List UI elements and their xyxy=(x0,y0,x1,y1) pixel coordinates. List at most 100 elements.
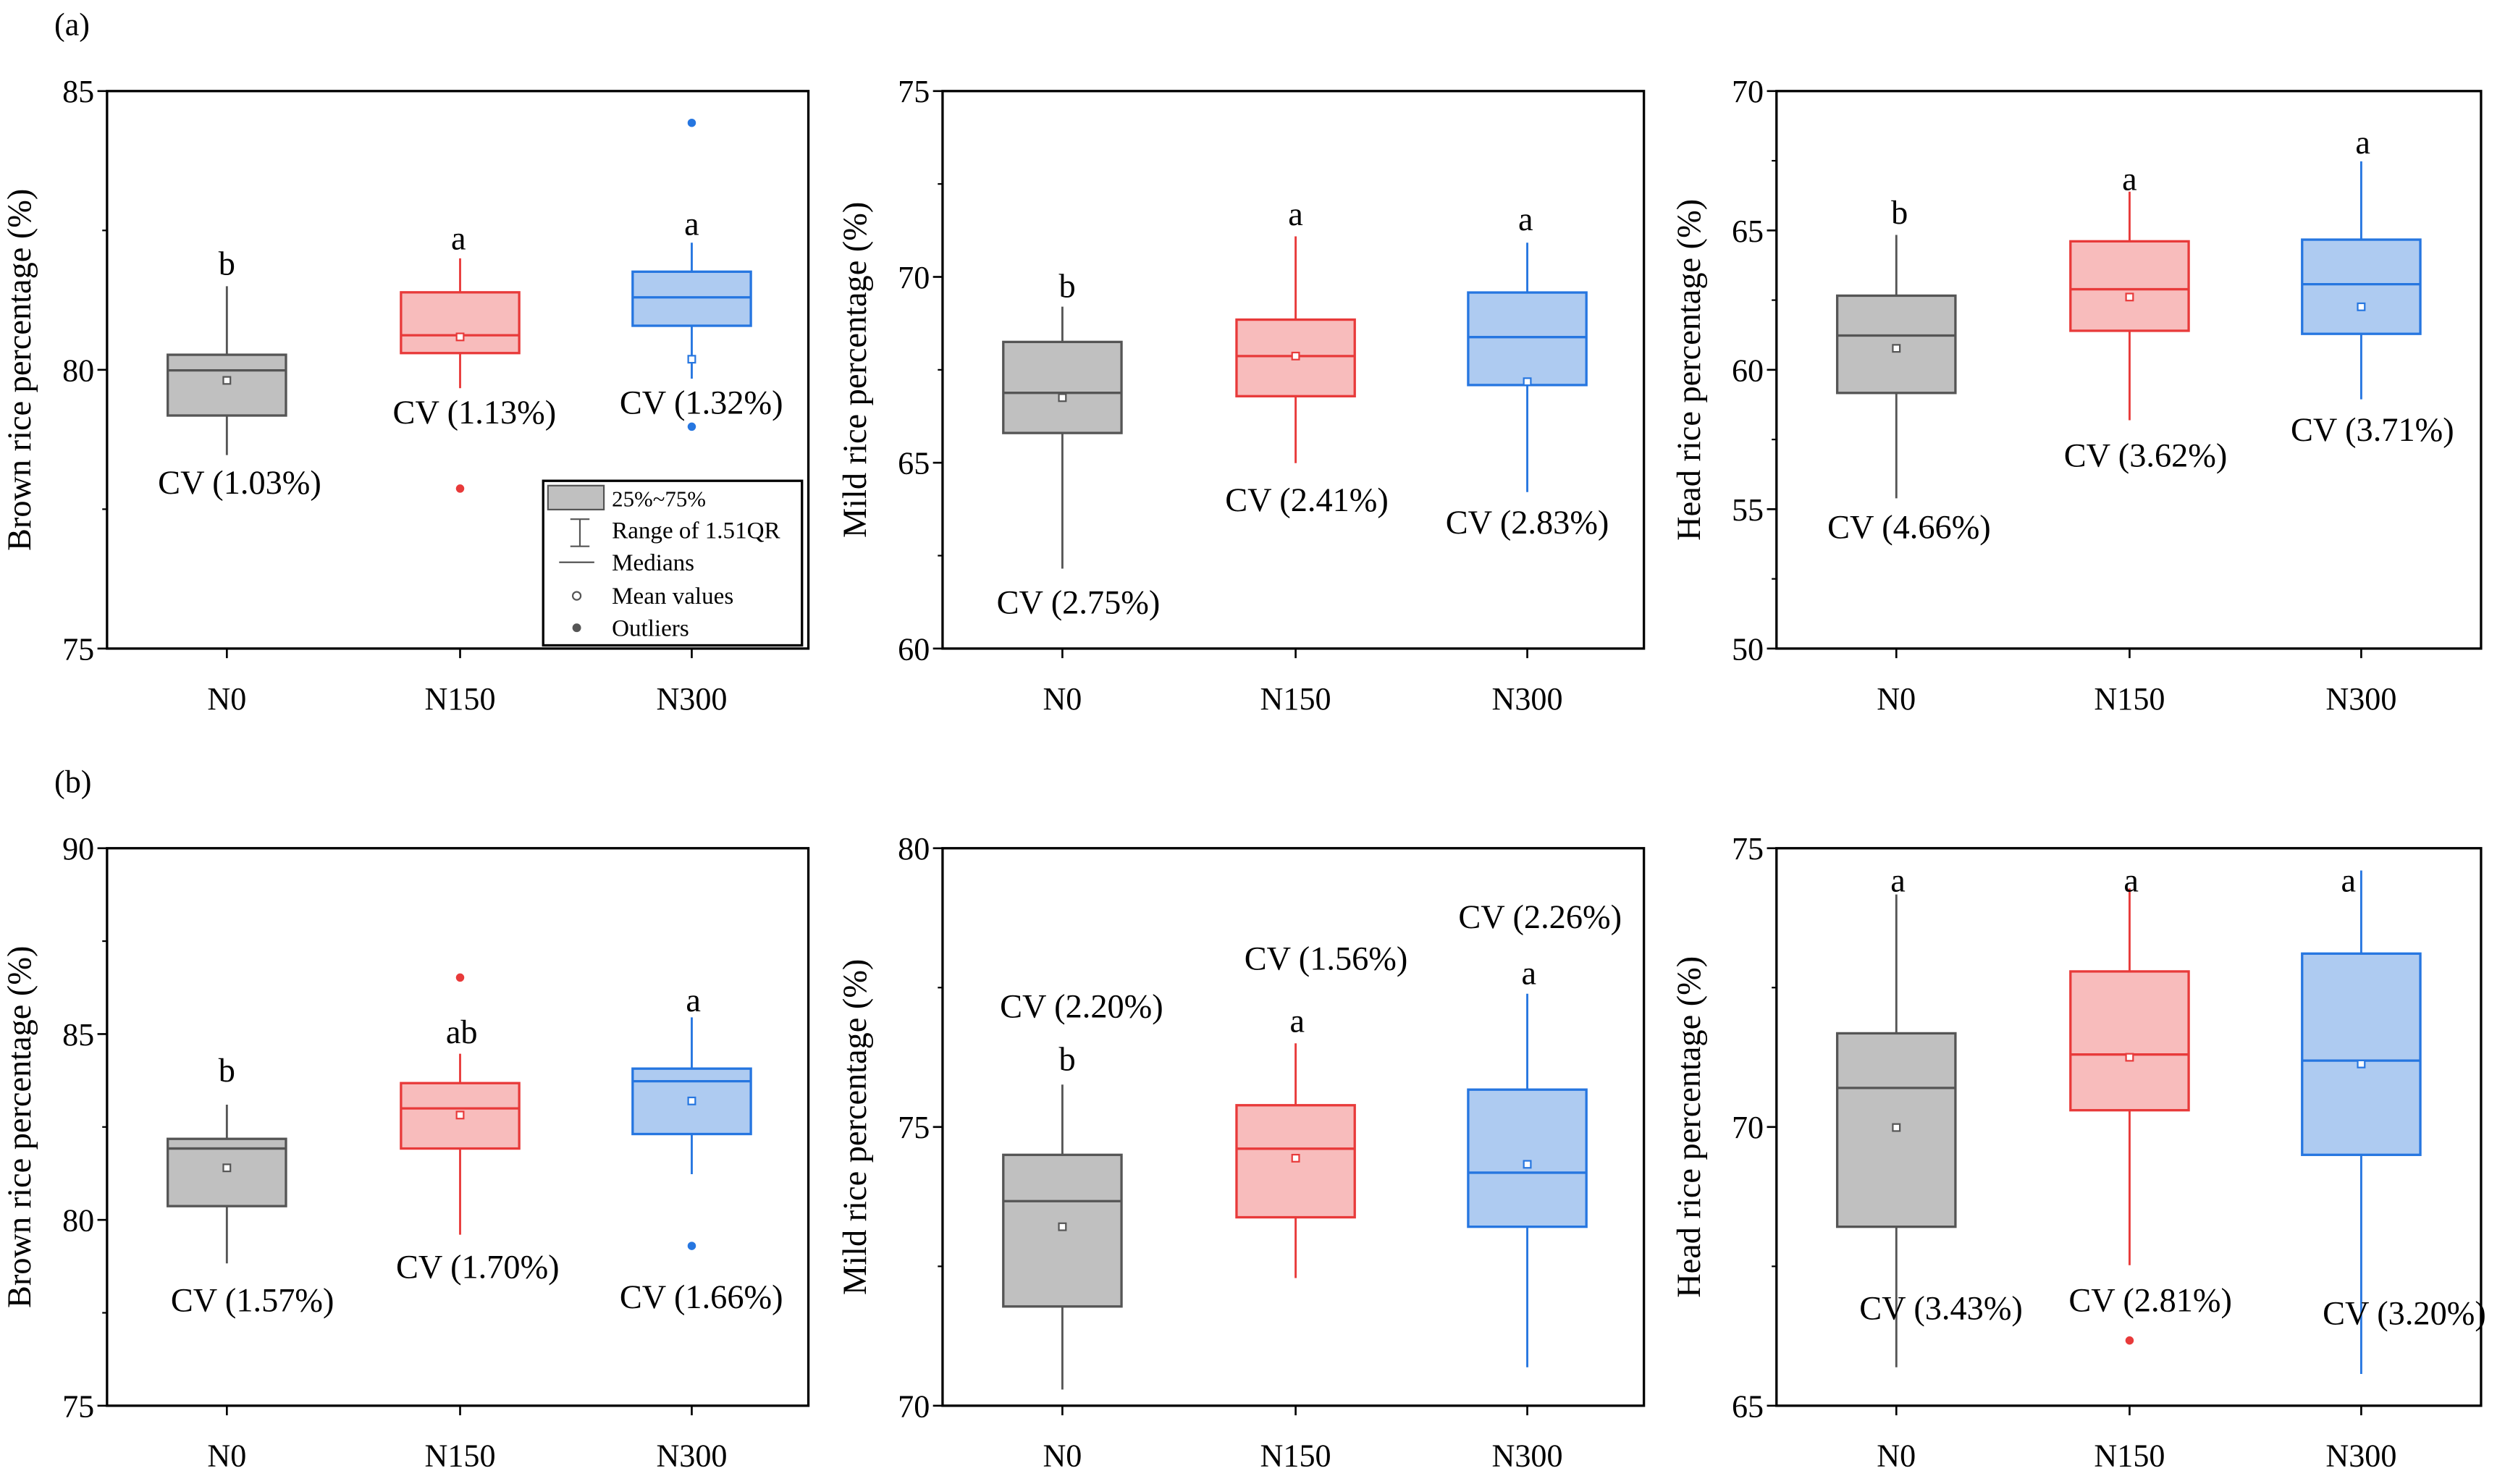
y-tick-label: 65 xyxy=(1732,214,1764,249)
x-tick-label: N0 xyxy=(1043,681,1082,717)
x-tick-label: N150 xyxy=(1260,1438,1331,1474)
panel-2: 60 65 70 75 Mild rice percentage (%) b CV (2.7… xyxy=(837,74,1646,717)
significance-letter: b xyxy=(1891,195,1908,232)
iqr-box xyxy=(631,270,752,327)
y-axis-label: Brown rice percentage (%) xyxy=(1,189,38,551)
legend-range-icon xyxy=(570,518,590,547)
box-N0: b CV (1.57%) xyxy=(167,1053,334,1320)
y-tick-label: 75 xyxy=(62,1388,94,1424)
significance-letter: a xyxy=(1521,955,1536,992)
box-N150: a CV (3.62%) xyxy=(2064,161,2228,475)
panel-6: 65 70 75 Head rice percentage (%) a CV (3.43%… xyxy=(1671,831,2486,1474)
plot-frame xyxy=(106,847,810,1407)
row-label-a: (a) xyxy=(54,7,90,43)
legend-outlier-icon xyxy=(572,623,581,633)
x-tick-label: N300 xyxy=(2325,681,2396,717)
mean-marker xyxy=(1291,351,1300,361)
y-tick-label: 75 xyxy=(898,1110,930,1145)
y-axis-label: Mild rice percentage (%) xyxy=(837,959,874,1295)
mean-marker xyxy=(2125,1053,2134,1062)
outlier-point xyxy=(687,118,696,127)
x-tick-label: N300 xyxy=(1492,681,1563,717)
outlier-point xyxy=(455,973,465,982)
x-tick-label: N150 xyxy=(424,681,495,717)
y-axis-label: Head rice percentage (%) xyxy=(1671,199,1708,541)
y-tick-label: 55 xyxy=(1732,492,1764,528)
significance-letter: a xyxy=(686,982,701,1019)
cv-label: CV (1.70%) xyxy=(396,1249,560,1286)
cv-label: CV (1.03%) xyxy=(158,465,321,502)
mean-marker xyxy=(1058,1222,1067,1231)
y-tick-label: 70 xyxy=(898,1388,930,1424)
mean-marker xyxy=(1291,1153,1300,1163)
y-tick-label: 60 xyxy=(898,631,930,667)
iqr-box xyxy=(167,1137,287,1207)
box-N150: a CV (2.81%) xyxy=(2068,862,2232,1345)
plot-frame xyxy=(941,847,1646,1407)
iqr-box xyxy=(1467,291,1588,387)
significance-letter: a xyxy=(1518,201,1533,238)
x-tick-label: N300 xyxy=(1492,1438,1563,1474)
x-tick-label: N150 xyxy=(424,1438,495,1474)
significance-letter: a xyxy=(1288,196,1303,233)
y-axis-label: Brown rice percentage (%) xyxy=(1,946,38,1308)
legend: 25%~75% Range of 1.51QR Medians Mean val… xyxy=(542,479,804,647)
mean-marker xyxy=(1058,393,1067,402)
significance-letter: a xyxy=(2123,862,2139,899)
x-tick-label: N0 xyxy=(207,1438,246,1474)
x-tick-label: N150 xyxy=(1260,681,1331,717)
cv-label: CV (3.43%) xyxy=(1859,1291,2023,1328)
cv-label: CV (2.81%) xyxy=(2068,1283,2232,1320)
significance-letter: a xyxy=(684,206,699,243)
y-tick-label: 50 xyxy=(1732,631,1764,667)
cv-label: CV (1.13%) xyxy=(393,395,557,431)
box-N300: a CV (1.66%) xyxy=(620,982,783,1316)
y-tick-label: 70 xyxy=(898,260,930,295)
box-N150: a CV (1.56%) xyxy=(1235,940,1408,1278)
iqr-box xyxy=(1002,340,1123,434)
y-tick-label: 80 xyxy=(62,1203,94,1239)
y-axis-label: Mild rice percentage (%) xyxy=(837,202,874,538)
panel-5: 70 75 80 Mild rice percentage (%) b CV (2.20%… xyxy=(837,831,1646,1474)
y-tick-label: 75 xyxy=(1732,831,1764,867)
x-tick-label: N300 xyxy=(656,681,727,717)
outlier-point xyxy=(687,422,696,431)
x-tick-label: N0 xyxy=(207,681,246,717)
box-N300: a CV (1.32%) xyxy=(620,118,783,431)
cv-label: CV (2.41%) xyxy=(1225,482,1389,519)
cv-label: CV (1.56%) xyxy=(1245,940,1408,977)
mean-marker xyxy=(1892,344,1901,353)
y-tick-label: 80 xyxy=(898,831,930,867)
x-tick-label: N300 xyxy=(2325,1438,2396,1474)
x-tick-label: N150 xyxy=(2094,1438,2165,1474)
legend-median-label: Medians xyxy=(612,550,694,576)
mean-marker xyxy=(687,355,696,364)
y-tick-label: 65 xyxy=(898,446,930,481)
box-N0: a CV (3.43%) xyxy=(1835,862,2023,1367)
legend-mean-label: Mean values xyxy=(612,583,733,610)
cv-label: CV (2.20%) xyxy=(1000,989,1163,1026)
iqr-box xyxy=(2301,238,2422,335)
mean-marker xyxy=(2125,292,2134,302)
y-tick-label: 60 xyxy=(1732,353,1764,388)
y-tick-label: 70 xyxy=(1732,74,1764,109)
y-tick-label: 85 xyxy=(62,74,94,109)
iqr-box xyxy=(2301,952,2422,1156)
significance-letter: b xyxy=(219,1053,235,1089)
significance-letter: a xyxy=(1890,862,1906,899)
significance-letter: a xyxy=(451,220,466,257)
x-tick-label: N300 xyxy=(656,1438,727,1474)
mean-marker xyxy=(455,332,465,342)
legend-box-label: 25%~75% xyxy=(612,486,706,512)
legend-outlier-label: Outliers xyxy=(612,615,689,641)
mean-marker xyxy=(1523,1160,1532,1169)
legend-range-label: Range of 1.51QR xyxy=(612,518,780,544)
iqr-box xyxy=(1467,1088,1588,1228)
significance-letter: b xyxy=(1058,268,1075,305)
x-tick-label: N0 xyxy=(1877,1438,1916,1474)
cv-label: CV (4.66%) xyxy=(1827,510,1991,547)
cv-label: CV (2.26%) xyxy=(1458,899,1622,936)
box-N300: a CV (3.20%) xyxy=(2301,862,2486,1374)
y-tick-label: 85 xyxy=(62,1017,94,1053)
